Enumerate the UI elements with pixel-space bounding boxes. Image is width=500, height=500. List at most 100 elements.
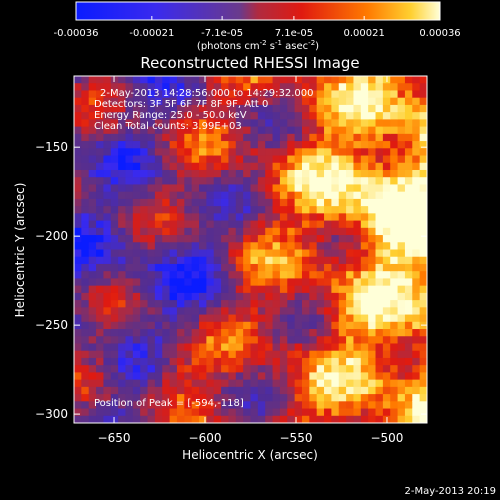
heatmap-cell (309, 235, 318, 243)
heatmap-cell (265, 112, 274, 120)
heatmap-cell (309, 97, 318, 106)
heatmap-cell (375, 379, 384, 388)
heatmap-cell (397, 271, 406, 280)
heatmap-cell (154, 126, 163, 135)
heatmap-cell (103, 104, 112, 113)
heatmap-cell (316, 177, 325, 186)
heatmap-cell (191, 220, 200, 229)
heatmap-cell (228, 307, 237, 316)
heatmap-cell (162, 300, 171, 308)
heatmap-cell (331, 350, 340, 359)
heatmap-cell (287, 162, 296, 171)
heatmap-cell (316, 394, 325, 402)
heatmap-cell (74, 263, 82, 272)
heatmap-cell (301, 177, 310, 186)
heatmap-cell (221, 271, 230, 280)
heatmap-cell (419, 386, 427, 395)
heatmap-cell (257, 97, 266, 106)
heatmap-cell (397, 220, 406, 229)
heatmap-cell (309, 119, 318, 128)
heatmap-cell (81, 141, 90, 149)
heatmap-cell (110, 329, 119, 337)
heatmap-cell (250, 76, 259, 84)
heatmap-cell (375, 350, 384, 359)
heatmap-cell (250, 133, 259, 142)
heatmap-cell (221, 379, 230, 388)
heatmap-cell (338, 220, 347, 229)
heatmap-cell (191, 357, 200, 366)
heatmap-cell (176, 343, 185, 352)
heatmap-cell (419, 256, 427, 265)
heatmap-cell (360, 408, 369, 417)
heatmap-cell (235, 90, 244, 99)
heatmap-cell (110, 336, 119, 345)
heatmap-cell (199, 220, 207, 229)
heatmap-cell (191, 198, 200, 207)
heatmap-cell (96, 379, 105, 388)
heatmap-cell (74, 184, 82, 193)
heatmap-cell (162, 141, 171, 149)
heatmap-cell (103, 235, 112, 243)
heatmap-cell (272, 285, 281, 294)
heatmap-cell (360, 148, 369, 157)
heatmap-cell (390, 278, 399, 287)
heatmap-cell (250, 198, 259, 207)
axis-ticks: −650 −600 −550 −500−150−200−250−300 (35, 76, 427, 445)
heatmap-cell (404, 386, 413, 395)
heatmap-cell (221, 126, 230, 135)
heatmap-cell (257, 83, 266, 92)
heatmap-cell (331, 133, 340, 142)
heatmap-cell (390, 97, 399, 106)
heatmap-cell (397, 104, 406, 113)
heatmap-cell (375, 133, 384, 142)
heatmap-cell (228, 386, 237, 395)
heatmap-cell (176, 242, 185, 251)
heatmap-cell (360, 198, 369, 207)
heatmap-cell (154, 365, 163, 373)
heatmap-cell (331, 148, 340, 157)
heatmap-cell (88, 292, 97, 301)
heatmap-cell (353, 133, 362, 142)
heatmap-cell (360, 169, 369, 178)
heatmap-cell (96, 292, 105, 301)
heatmap-cell (243, 386, 252, 395)
heatmap-cell (309, 184, 318, 193)
heatmap-cell (279, 285, 288, 294)
heatmap-cell (206, 292, 215, 301)
heatmap-cell (154, 104, 163, 113)
heatmap-cell (103, 278, 112, 287)
heatmap-cell (257, 271, 266, 280)
heatmap-cell (81, 336, 90, 345)
heatmap-cell (404, 394, 413, 402)
heatmap-cell (110, 300, 119, 308)
heatmap-cell (191, 227, 200, 236)
heatmap-cell (279, 112, 288, 120)
heatmap-cell (309, 206, 318, 214)
heatmap-cell (397, 401, 406, 410)
heatmap-cell (265, 386, 274, 395)
heatmap-cell (125, 321, 134, 330)
heatmap-cell (221, 104, 230, 113)
heatmap-cell (154, 169, 163, 178)
heatmap-cell (309, 415, 318, 423)
heatmap-cell (412, 213, 421, 222)
heatmap-cell (250, 394, 259, 402)
heatmap-cell (382, 386, 391, 395)
heatmap-cell (162, 307, 171, 316)
heatmap-cell (147, 415, 156, 423)
heatmap-cell (324, 242, 332, 251)
heatmap-cell (199, 148, 207, 157)
heatmap-cell (250, 386, 259, 395)
heatmap-cell (96, 126, 105, 135)
heatmap-cell (96, 76, 105, 84)
heatmap-cell (235, 329, 244, 337)
heatmap-cell (206, 408, 215, 417)
heatmap-cell (169, 372, 178, 381)
heatmap-cell (390, 415, 399, 423)
heatmap-cell (353, 169, 362, 178)
heatmap-cell (272, 343, 281, 352)
heatmap-cell (294, 336, 303, 345)
heatmap-cell (147, 235, 156, 243)
heatmap-cell (265, 285, 274, 294)
heatmap-cell (191, 169, 200, 178)
